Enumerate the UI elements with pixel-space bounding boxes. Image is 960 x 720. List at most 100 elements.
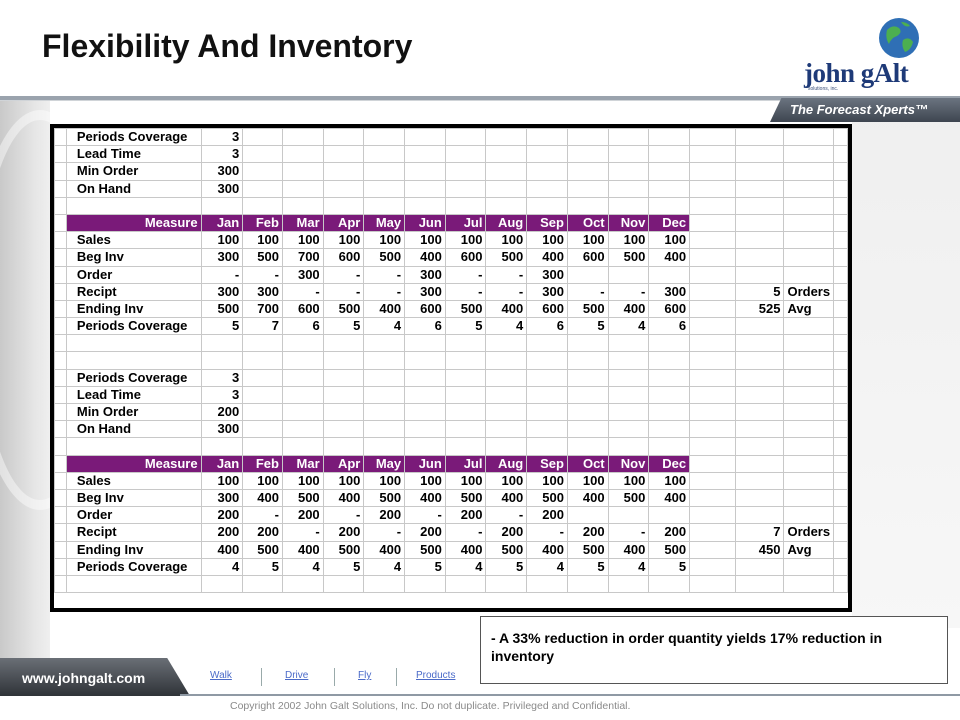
cell (363, 385, 406, 405)
header-month: Nov (607, 454, 650, 473)
footer-url[interactable]: www.johngalt.com (22, 670, 146, 686)
param-value: 300 (200, 420, 244, 439)
cell (566, 334, 609, 353)
cell (689, 248, 736, 267)
cell (648, 368, 691, 387)
cell (566, 196, 609, 215)
table-header-row: Measure Jan Feb Mar Apr May Jun Jul Aug Sep Oct Nov… (54, 454, 848, 473)
param-row: Min Order 300 (54, 162, 848, 181)
cell (54, 557, 67, 576)
param-row: Lead Time 3 (54, 145, 848, 164)
cell (54, 420, 67, 439)
cell (242, 334, 283, 353)
value-cell: 100 (648, 471, 691, 490)
slide-title: Flexibility And Inventory (42, 28, 413, 64)
cell (200, 351, 244, 370)
value-cell: 200 (566, 523, 609, 542)
row-label: Recipt (65, 523, 202, 542)
cell (607, 334, 650, 353)
cell (242, 420, 283, 439)
cell (242, 196, 283, 215)
value-cell (566, 506, 609, 525)
value-cell: 100 (444, 471, 487, 490)
nav-link-fly[interactable]: Fly (358, 670, 372, 681)
value-cell: 200 (200, 523, 244, 542)
cell (526, 179, 568, 198)
value-cell: 100 (404, 471, 446, 490)
cell (322, 196, 365, 215)
cell (281, 351, 324, 370)
cell (281, 334, 324, 353)
cell (566, 162, 609, 181)
cell (607, 179, 650, 198)
nav-link-products[interactable]: Products (416, 670, 456, 681)
value-cell: 100 (444, 231, 487, 250)
header-month: Dec (648, 454, 691, 473)
kpi-value (734, 506, 785, 525)
kpi-label (783, 265, 835, 284)
value-cell: 100 (363, 231, 406, 250)
kpi-label (783, 506, 835, 525)
value-cell: 100 (322, 231, 365, 250)
kpi-label: Avg (783, 540, 835, 559)
kpi-label (783, 248, 835, 267)
cell (734, 574, 785, 594)
cell (689, 488, 736, 508)
cell (689, 385, 736, 405)
cell (607, 574, 650, 594)
globe-icon (879, 18, 919, 58)
row-label: Sales (65, 471, 202, 490)
cell (404, 402, 446, 422)
cell (363, 128, 406, 147)
value-cell: - (444, 282, 487, 301)
value-cell: 500 (526, 488, 568, 508)
cell (833, 265, 848, 284)
value-cell: 500 (404, 540, 446, 559)
kpi-label: Orders (783, 282, 835, 301)
cell (607, 196, 650, 215)
header-month: Aug (485, 454, 528, 473)
value-cell: 500 (566, 299, 609, 319)
cell (485, 334, 528, 353)
cell (783, 334, 835, 353)
value-cell: 100 (566, 231, 609, 250)
value-cell: 300 (526, 282, 568, 301)
value-cell: 400 (322, 488, 365, 508)
cell (54, 523, 67, 542)
cell (689, 162, 736, 181)
value-cell: 6 (526, 317, 568, 336)
cell (242, 351, 283, 370)
header-month: Oct (566, 213, 609, 233)
cell (363, 145, 406, 164)
header-month: Jun (404, 213, 446, 233)
cell (833, 471, 848, 490)
cell (444, 162, 487, 181)
cell (833, 437, 848, 456)
param-row: Periods Coverage 3 (54, 128, 848, 147)
cell (322, 420, 365, 439)
data-row: Sales 100 100 100 100 100 100 100 100 100 100 100 10… (54, 471, 848, 490)
value-cell: 500 (322, 299, 365, 319)
value-cell: 500 (485, 248, 528, 267)
value-cell: 4 (200, 557, 244, 576)
kpi-value (734, 248, 785, 267)
value-cell: 500 (242, 540, 283, 559)
cell (242, 385, 283, 405)
value-cell: 500 (607, 488, 650, 508)
blank-row (54, 196, 848, 215)
param-value: 200 (200, 402, 244, 422)
cell (783, 145, 835, 164)
nav-link-walk[interactable]: Walk (210, 670, 232, 681)
value-cell: - (444, 523, 487, 542)
nav-link-drive[interactable]: Drive (285, 670, 309, 681)
cell (281, 420, 324, 439)
cell (734, 437, 785, 456)
header-month: May (363, 213, 406, 233)
cell (833, 420, 848, 439)
cell (444, 385, 487, 405)
cell (833, 196, 848, 215)
kpi-value: 450 (734, 540, 785, 559)
row-label: Periods Coverage (65, 557, 202, 576)
cell (444, 574, 487, 594)
cell (689, 540, 736, 559)
